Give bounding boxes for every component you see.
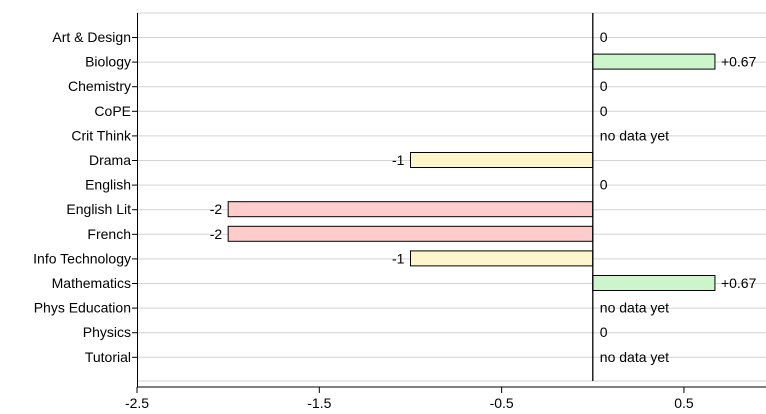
data-label: -1: [392, 152, 405, 168]
category-label: CoPE: [94, 103, 131, 119]
category-label: English: [85, 177, 131, 193]
bar: [592, 275, 716, 291]
data-label: -2: [210, 226, 223, 242]
bar: [227, 225, 594, 242]
x-tick-label: -2.5: [125, 395, 149, 411]
data-label: 0: [600, 324, 608, 340]
data-label: no data yet: [600, 349, 669, 365]
bar: [409, 152, 594, 168]
bar: [227, 201, 594, 218]
data-label: +0.67: [721, 275, 757, 291]
category-label: Crit Think: [71, 127, 132, 143]
data-label: no data yet: [600, 127, 669, 143]
data-label: -1: [392, 250, 405, 266]
data-label: no data yet: [600, 300, 669, 316]
category-label: Chemistry: [68, 78, 131, 94]
category-label: Biology: [85, 54, 131, 70]
x-tick-label: -1.5: [307, 395, 331, 411]
category-label: Drama: [89, 152, 131, 168]
category-label: Mathematics: [52, 275, 131, 291]
category-label: Art & Design: [52, 29, 131, 45]
category-label: French: [87, 226, 131, 242]
data-label: 0: [600, 78, 608, 94]
category-label: Phys Education: [34, 300, 131, 316]
data-label: 0: [600, 29, 608, 45]
bar: [592, 53, 716, 70]
category-label: Tutorial: [85, 349, 131, 365]
x-tick-label: 0.5: [674, 395, 694, 411]
bar: [409, 250, 594, 267]
data-label: -2: [210, 201, 223, 217]
category-label: Physics: [83, 324, 131, 340]
category-label: English Lit: [66, 201, 131, 217]
data-label: +0.67: [721, 54, 757, 70]
x-tick-label: -0.5: [490, 395, 514, 411]
category-label: Info Technology: [33, 250, 131, 266]
data-label: 0: [600, 103, 608, 119]
data-label: 0: [600, 177, 608, 193]
